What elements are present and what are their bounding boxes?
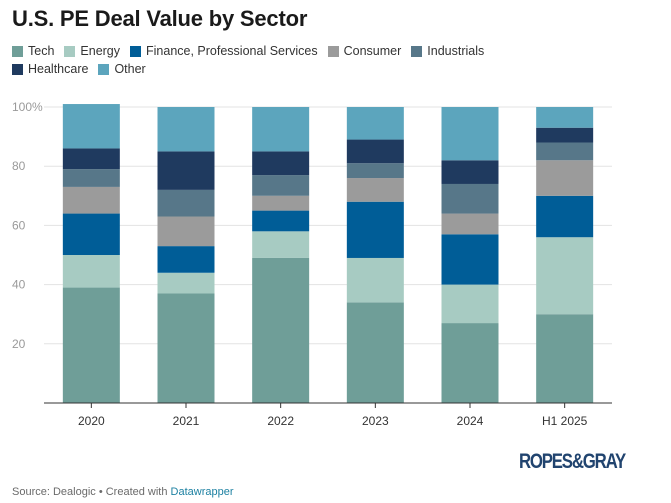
bar-segment	[252, 210, 310, 232]
bar-segment	[157, 189, 215, 217]
legend-label: Industrials	[427, 44, 485, 58]
bar-segment	[346, 201, 404, 258]
bar-segment	[252, 107, 310, 152]
bar-segment	[441, 323, 499, 403]
legend-swatch	[64, 45, 76, 57]
legend-swatch	[130, 45, 142, 57]
bar-segment	[252, 175, 310, 196]
legend-item: Finance, Professional Services	[130, 44, 318, 58]
bar-segment	[441, 284, 499, 324]
bar-segment	[62, 255, 120, 288]
legend-swatch	[98, 63, 110, 75]
bar-segment	[536, 142, 594, 161]
bar-segment	[252, 231, 310, 258]
bar-segment	[62, 186, 120, 214]
chart-title: U.S. PE Deal Value by Sector	[12, 6, 308, 31]
logo-ampersand: &	[571, 450, 584, 473]
bar-segment	[252, 151, 310, 176]
bar-segment	[441, 213, 499, 235]
bar-segment	[536, 237, 594, 315]
legend-swatch	[327, 45, 339, 57]
bar-segment	[157, 246, 215, 273]
ropes-gray-logo: ROPES&GRAY	[519, 450, 626, 474]
x-tick-label: 2024	[457, 414, 484, 428]
bar-segment	[536, 314, 594, 403]
logo-text-right: GRAY	[582, 450, 626, 473]
bar-segment	[62, 213, 120, 255]
legend-item: Industrials	[411, 44, 484, 58]
bar-segment	[346, 107, 404, 140]
legend-item: Healthcare	[12, 62, 88, 76]
x-tick-label: 2021	[173, 414, 200, 428]
bar-segment	[157, 272, 215, 294]
bar-segment	[346, 139, 404, 164]
legend-item: Other	[98, 62, 146, 76]
legend-swatch	[12, 45, 23, 57]
bar-segment	[62, 169, 120, 187]
bar-segment	[252, 257, 310, 403]
bar-segment	[62, 148, 120, 170]
bar-segment	[346, 178, 404, 202]
bar-segment	[441, 107, 499, 161]
legend-label: Tech	[28, 44, 55, 58]
bar-segment	[62, 287, 120, 403]
legend-label: Other	[114, 62, 146, 76]
source-text: Source: Dealogic • Created with	[12, 486, 171, 498]
bar-segment	[346, 163, 404, 179]
bar-segment	[536, 127, 594, 143]
legend-swatch	[411, 45, 423, 57]
bar-segment	[346, 257, 404, 303]
legend-label: Consumer	[343, 44, 402, 58]
datawrapper-link[interactable]: Datawrapper	[170, 486, 234, 498]
source-footer: Source: Dealogic • Created with Datawrap…	[12, 486, 234, 498]
bar-segment	[157, 107, 215, 152]
bar-segment	[157, 216, 215, 247]
legend-label: Healthcare	[28, 62, 89, 76]
x-tick-label: H1 2025	[542, 414, 588, 428]
bar-segment	[536, 195, 594, 238]
y-tick-label: 40	[12, 278, 26, 292]
y-tick-label: 100%	[12, 100, 43, 114]
x-tick-label: 2023	[362, 414, 389, 428]
y-tick-label: 80	[12, 159, 26, 173]
bar-segment	[346, 302, 404, 403]
x-tick-label: 2022	[267, 414, 294, 428]
legend-swatch	[12, 63, 23, 75]
y-tick-label: 20	[12, 337, 26, 351]
bar-segment	[441, 183, 499, 214]
bar-segment	[536, 107, 594, 128]
bar-segment	[62, 104, 120, 149]
bar-segment	[252, 195, 310, 211]
bar-segment	[441, 234, 499, 285]
bar-segment	[441, 160, 499, 184]
legend-item: Tech	[12, 44, 54, 58]
bar-segment	[536, 160, 594, 196]
bar-segment	[157, 151, 215, 190]
bar-segment	[157, 293, 215, 403]
legend-label: Energy	[80, 44, 121, 58]
legend-item: Energy	[64, 44, 120, 58]
legend: Tech Energy Finance, Professional Services…	[12, 44, 572, 76]
y-tick-label: 60	[12, 218, 26, 232]
x-tick-label: 2020	[78, 414, 105, 428]
logo-text-left: ROPES	[519, 450, 573, 473]
legend-item: Consumer	[327, 44, 402, 58]
legend-label: Finance, Professional Services	[146, 44, 318, 58]
